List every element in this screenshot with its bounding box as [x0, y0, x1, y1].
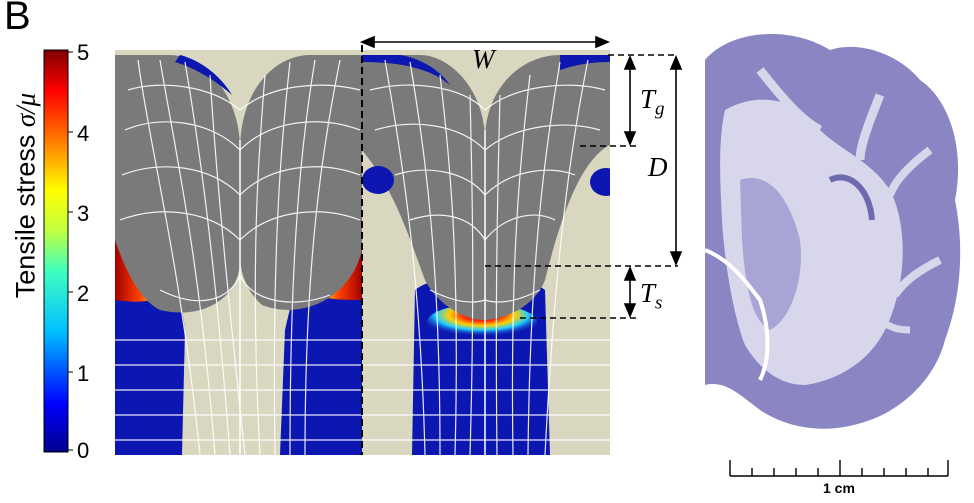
width-arrow [359, 35, 611, 49]
depth-arrow [669, 54, 683, 267]
gyrus-left-2 [240, 55, 362, 310]
panel-letter: B [4, 0, 31, 38]
gyral-thickness-arrow [623, 54, 637, 147]
gyrus-right-2 [485, 55, 610, 320]
colorbar-gradient [43, 49, 69, 453]
width-label: W [472, 44, 495, 74]
sulcal-thickness-label: Ts [640, 278, 663, 314]
colorbar-tick-5: 5 [77, 40, 90, 65]
sulcal-thickness-arrow [623, 265, 637, 319]
reference-lines [485, 54, 678, 319]
colorbar-tick-2: 2 [77, 281, 90, 306]
mesh-grid [115, 59, 610, 455]
gyral-thickness-label: Tg [640, 84, 665, 120]
gyrus-left-1 [115, 55, 240, 313]
colorbar-tick-4: 4 [77, 121, 90, 146]
colorbar-tick-3: 3 [77, 201, 90, 226]
scale-bar [729, 460, 949, 477]
depth-label: D [648, 152, 668, 182]
colorbar-tick-0: 0 [77, 438, 90, 463]
colorbar-tick-1: 1 [77, 361, 90, 386]
scale-bar-label: 1 cm [823, 480, 855, 496]
